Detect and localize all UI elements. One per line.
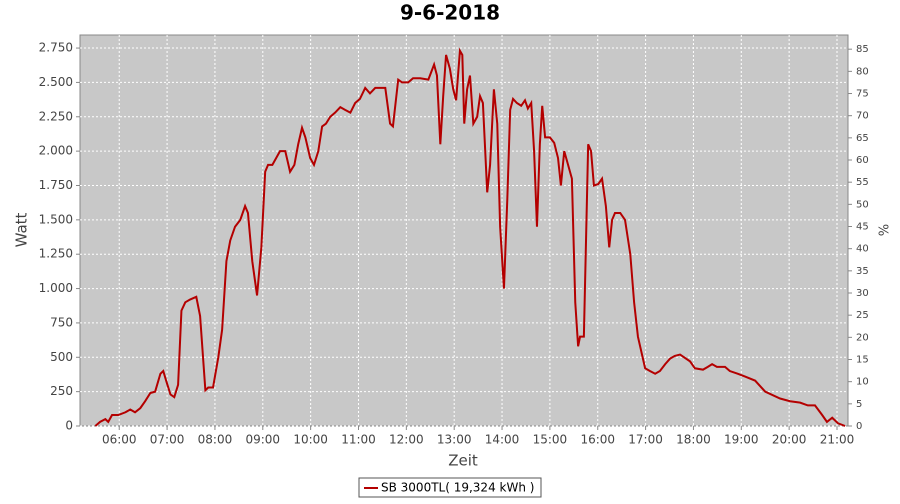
y-tick-label: 500 (50, 350, 73, 364)
y2-tick-label: 85 (856, 44, 869, 55)
x-tick-label: 11:00 (341, 433, 376, 447)
y2-tick-label: 70 (856, 111, 869, 122)
y-tick-label: 2.000 (39, 144, 73, 158)
x-tick-label: 08:00 (198, 433, 233, 447)
x-tick-label: 21:00 (820, 433, 855, 447)
x-tick-label: 12:00 (389, 433, 424, 447)
y2-tick-label: 15 (856, 355, 869, 366)
y-tick-label: 2.500 (39, 75, 73, 89)
y2-tick-label: 35 (856, 266, 869, 277)
y2-tick-label: 40 (856, 244, 869, 255)
y-tick-label: 250 (50, 384, 73, 398)
x-axis-label: Zeit (448, 452, 478, 470)
y2-tick-label: 20 (856, 332, 869, 343)
y2-tick-label: 30 (856, 288, 869, 299)
x-tick-label: 19:00 (724, 433, 759, 447)
y-tick-label: 1.750 (39, 178, 73, 192)
y2-tick-label: 55 (856, 177, 869, 188)
y2-tick-label: 25 (856, 310, 869, 321)
y2-tick-label: 60 (856, 155, 869, 166)
x-tick-label: 15:00 (533, 433, 568, 447)
y2-tick-label: 45 (856, 222, 869, 233)
y2-tick-label: 0 (856, 421, 862, 432)
x-tick-label: 07:00 (150, 433, 185, 447)
y-tick-label: 1.000 (39, 281, 73, 295)
x-tick-label: 17:00 (628, 433, 663, 447)
y-tick-label: 1.250 (39, 247, 73, 261)
y2-axis-label: % (875, 224, 890, 236)
legend-label: SB 3000TL( 19,324 kWh ) (381, 481, 534, 495)
y-tick-label: 1.500 (39, 212, 73, 226)
y2-tick-label: 80 (856, 66, 869, 77)
chart-title: 9-6-2018 (400, 1, 500, 25)
x-tick-label: 13:00 (437, 433, 472, 447)
x-tick-label: 14:00 (485, 433, 520, 447)
x-tick-label: 20:00 (772, 433, 807, 447)
y-tick-label: 2.750 (39, 41, 73, 55)
x-tick-label: 09:00 (245, 433, 280, 447)
y-tick-label: 0 (65, 419, 73, 433)
y2-tick-label: 5 (856, 399, 862, 410)
x-tick-label: 06:00 (102, 433, 137, 447)
x-tick-label: 16:00 (580, 433, 615, 447)
y-tick-label: 2.250 (39, 109, 73, 123)
data-line (94, 47, 846, 427)
y-tick-label: 750 (50, 315, 73, 329)
y2-tick-label: 50 (856, 199, 869, 210)
y-axis-label: Watt (13, 212, 31, 247)
legend (358, 477, 542, 498)
y2-tick-label: 10 (856, 377, 869, 388)
x-tick-label: 10:00 (293, 433, 328, 447)
y2-tick-label: 65 (856, 133, 869, 144)
x-tick-label: 18:00 (676, 433, 711, 447)
y2-tick-label: 75 (856, 89, 869, 100)
